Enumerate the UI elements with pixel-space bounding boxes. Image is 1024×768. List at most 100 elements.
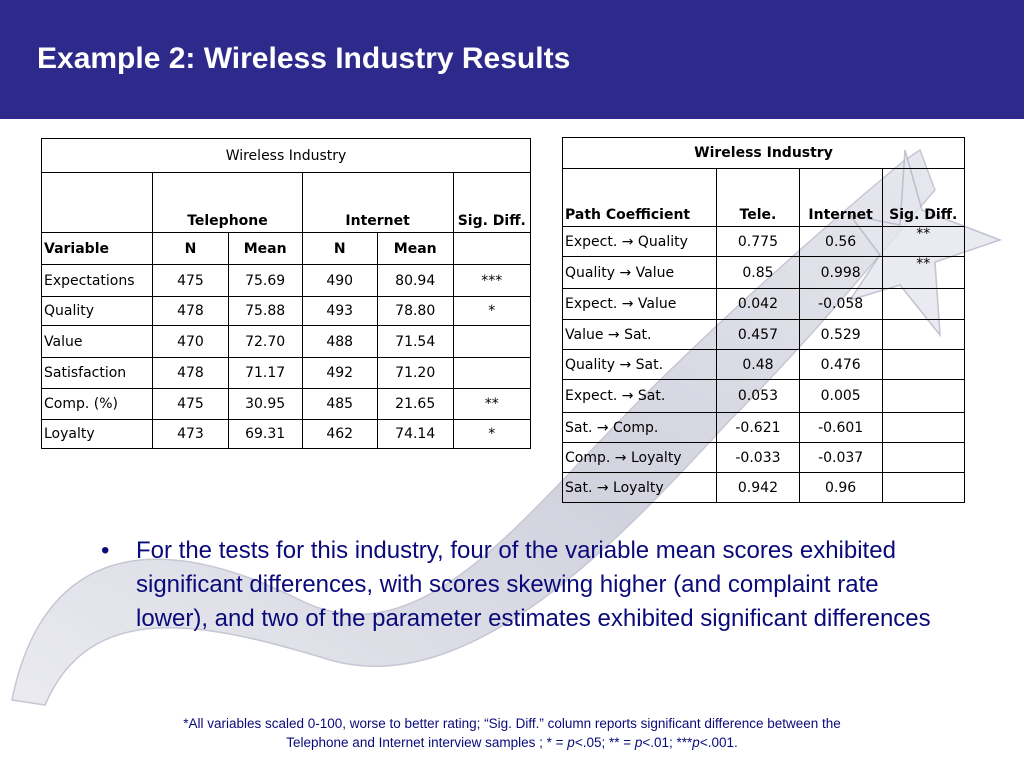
summary-text: For the tests for this industry, four of… <box>136 537 931 632</box>
tel-mean-cell: 75.88 <box>227 296 303 326</box>
int-mean-cell: 71.54 <box>376 325 454 358</box>
col-header-int-mean: Mean <box>376 232 454 265</box>
tele-cell: 0.053 <box>716 379 800 413</box>
sig-cell <box>881 472 966 503</box>
tel-mean-cell: 72.70 <box>227 325 303 358</box>
table-row: Loyalty 473 69.31 462 74.14 * <box>40 419 532 449</box>
tele-cell: 0.48 <box>716 349 800 380</box>
sig-cell <box>881 442 966 473</box>
footnote-line-2: Telephone and Internet interview samples… <box>100 733 924 752</box>
tele-cell: 0.85 <box>716 256 800 289</box>
path-label: Expect. → Value <box>561 288 718 320</box>
sig-cell <box>881 288 966 320</box>
sig-cell <box>881 349 966 380</box>
sig-cell <box>881 412 966 443</box>
path-label: Quality → Value <box>561 256 718 289</box>
tel-mean-cell: 71.17 <box>227 357 303 389</box>
sig-cell: *** <box>452 264 532 297</box>
internet-cell: 0.476 <box>798 349 883 380</box>
footnote-text: <.01; *** <box>642 735 693 750</box>
variable-label: Comp. (%) <box>40 388 154 420</box>
int-n-cell: 462 <box>301 419 378 449</box>
paths-table-caption: Wireless Industry <box>562 137 965 169</box>
internet-cell: 0.005 <box>798 379 883 413</box>
slide-title: Example 2: Wireless Industry Results <box>37 42 571 75</box>
table-row: Sat. → Loyalty 0.942 0.96 <box>561 472 966 503</box>
tel-mean-cell: 69.31 <box>227 419 303 449</box>
table-row: Sat. → Comp. -0.621 -0.601 <box>561 412 966 443</box>
col-header-sig-blank <box>452 232 532 265</box>
table-row: Expectations 475 75.69 490 80.94 *** <box>40 264 532 297</box>
paths-table: Wireless Industry Path Coefficient Tele.… <box>561 137 966 503</box>
tel-mean-cell: 30.95 <box>227 388 303 420</box>
footnote-text: Telephone and Internet interview samples… <box>286 735 568 750</box>
footnote-p: p <box>692 735 700 750</box>
table-row: Quality → Value 0.85 0.998 ** <box>561 256 966 289</box>
col-header-tel-n: N <box>152 232 229 265</box>
tel-n-cell: 475 <box>152 388 229 420</box>
internet-cell: 0.56 <box>798 226 883 257</box>
internet-cell: -0.601 <box>798 412 883 443</box>
path-label: Quality → Sat. <box>561 349 718 380</box>
tele-cell: 0.042 <box>716 288 800 320</box>
sig-cell: ** <box>452 388 532 420</box>
variable-label: Value <box>40 325 154 358</box>
tel-n-cell: 475 <box>152 264 229 297</box>
internet-cell: 0.998 <box>798 256 883 289</box>
path-label: Expect. → Quality <box>561 226 718 257</box>
tele-cell: 0.775 <box>716 226 800 257</box>
variable-label: Satisfaction <box>40 357 154 389</box>
internet-cell: -0.037 <box>798 442 883 473</box>
path-label: Value → Sat. <box>561 319 718 350</box>
col-header-path: Path Coefficient <box>561 168 718 227</box>
int-n-cell: 492 <box>301 357 378 389</box>
internet-cell: -0.058 <box>798 288 883 320</box>
footnote-text: <.05; ** = <box>574 735 635 750</box>
footnote: *All variables scaled 0-100, worse to be… <box>100 714 924 752</box>
group-header-internet: Internet <box>301 172 454 233</box>
table-row: Satisfaction 478 71.17 492 71.20 <box>40 357 532 389</box>
table-row: Quality → Sat. 0.48 0.476 <box>561 349 966 380</box>
sig-cell <box>452 325 532 358</box>
sig-diff-header: Sig. Diff. <box>452 172 532 233</box>
tele-cell: -0.621 <box>716 412 800 443</box>
path-label: Comp. → Loyalty <box>561 442 718 473</box>
group-header-telephone: Telephone <box>152 172 303 233</box>
tele-cell: 0.942 <box>716 472 800 503</box>
tele-cell: 0.457 <box>716 319 800 350</box>
table-row: Value 470 72.70 488 71.54 <box>40 325 532 358</box>
tel-n-cell: 473 <box>152 419 229 449</box>
path-label: Expect. → Sat. <box>561 379 718 413</box>
sig-cell <box>881 319 966 350</box>
title-bar: Example 2: Wireless Industry Results <box>0 0 1024 119</box>
tel-n-cell: 478 <box>152 296 229 326</box>
table-row: Quality 478 75.88 493 78.80 * <box>40 296 532 326</box>
path-label: Sat. → Comp. <box>561 412 718 443</box>
sig-cell: * <box>452 419 532 449</box>
tel-n-cell: 478 <box>152 357 229 389</box>
variable-label: Expectations <box>40 264 154 297</box>
int-n-cell: 485 <box>301 388 378 420</box>
table-row: Value → Sat. 0.457 0.529 <box>561 319 966 350</box>
means-table-caption: Wireless Industry <box>41 138 531 173</box>
int-n-cell: 490 <box>301 264 378 297</box>
int-n-cell: 493 <box>301 296 378 326</box>
table-row: Expect. → Value 0.042 -0.058 <box>561 288 966 320</box>
col-header-int-n: N <box>301 232 378 265</box>
int-mean-cell: 71.20 <box>376 357 454 389</box>
means-table-blank-cell <box>40 172 154 233</box>
sig-cell <box>881 379 966 413</box>
internet-cell: 0.529 <box>798 319 883 350</box>
variable-label: Quality <box>40 296 154 326</box>
summary-bullet: • For the tests for this industry, four … <box>101 534 931 636</box>
table-row: Comp. → Loyalty -0.033 -0.037 <box>561 442 966 473</box>
internet-cell: 0.96 <box>798 472 883 503</box>
variable-label: Loyalty <box>40 419 154 449</box>
bullet-marker: • <box>101 537 110 564</box>
sig-cell: * <box>452 296 532 326</box>
sig-cell <box>452 357 532 389</box>
means-table: Wireless Industry Telephone Internet Sig… <box>40 138 532 449</box>
sig-cell: ** <box>881 256 966 289</box>
footnote-line-1: *All variables scaled 0-100, worse to be… <box>183 716 841 731</box>
col-header-tel-mean: Mean <box>227 232 303 265</box>
